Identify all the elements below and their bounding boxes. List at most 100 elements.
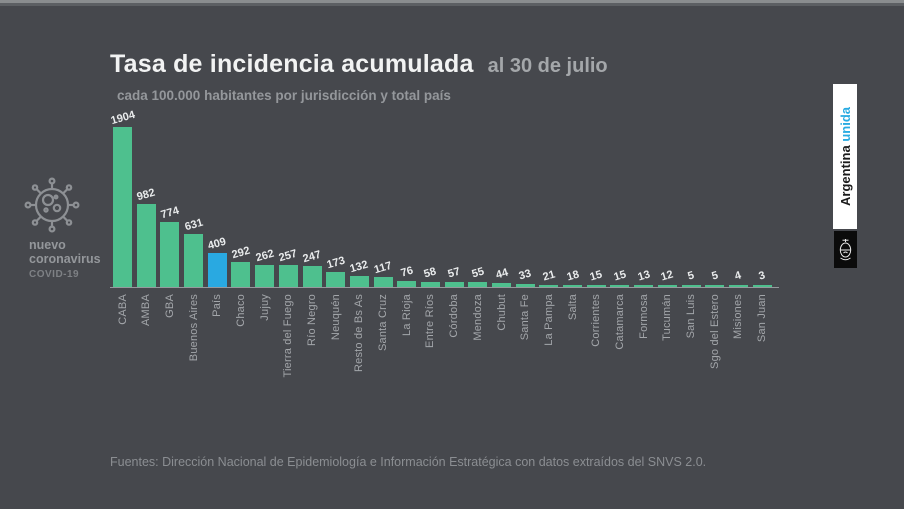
bar: 33 Santa Fe [515,268,535,340]
bar-group: 1904 CABA 982 AMBA 774 GBA 631 Buenos Aires 409 P… [109,107,772,378]
bar: 13 Formosa [634,269,654,339]
top-edge-strip-shadow [0,3,904,6]
bar-category-label: Catamarca [613,294,626,350]
bar-value-label: 117 [372,259,394,277]
argentina-unida-banner: Argentina unida [833,84,857,229]
bar: 257 Tierra del Fuego [278,248,299,377]
bar-value-label: 4 [733,269,743,283]
bar-category-label: Mendoza [471,294,484,341]
bar-value-label: 774 [159,204,181,222]
bar-category-label: La Pampa [542,294,555,346]
bar: 132 Resto de Bs As [349,259,370,372]
bar-category-label: Corrientes [590,294,603,347]
bar: 292 Chaco [230,245,251,327]
page-title: Tasa de incidencia acumulada [110,50,474,78]
bar: 21 La Pampa [539,269,559,346]
bar-category-label: Chubut [495,294,508,331]
bar-value-label: 409 [206,235,228,252]
bar: 57 Córdoba [444,266,464,338]
bar-value-label: 33 [517,267,533,283]
bar: 5 San Luis [681,269,701,338]
bar-category-label: GBA [163,294,176,318]
bar-value-label: 173 [325,255,347,272]
bar-value-label: 3 [757,269,767,283]
bar-category-label: Salta [566,294,579,321]
bar: 173 Neuquén [325,255,346,340]
bar-category-label: País [211,294,224,317]
bar: 774 GBA [159,205,180,318]
bar: 631 Buenos Aires [183,217,204,362]
page-title-date: al 30 de julio [487,55,608,77]
bar-category-label: Sgo del Estero [708,294,721,369]
coronavirus-icon [24,177,80,233]
bar: 262 Jujuy [254,248,275,321]
bar-value-label: 257 [277,248,299,265]
bar-category-label: Río Negro [306,294,318,346]
bar-category-label: Jujuy [258,294,271,321]
bar-category-label: Buenos Aires [187,294,200,362]
bar-category-label: Entre Ríos [424,294,437,348]
source-footer: Fuentes: Dirección Nacional de Epidemiol… [110,455,707,469]
bar-value-label: 292 [230,245,252,262]
bar-value-label: 15 [612,268,628,284]
bar: 247 Río Negro [302,249,323,346]
logo-covid-label: COVID-19 [29,269,80,280]
bar: 44 Chubut [492,267,511,331]
bar-value-label: 1904 [109,108,136,128]
bar: 76 La Rioja [397,264,417,336]
bar-value-label: 21 [541,268,557,284]
bar-value-label: 13 [636,268,652,284]
bar-category-label: Córdoba [448,294,461,338]
bar-value-label: 262 [254,247,276,265]
logo-text: nuevo coronavirus [29,238,101,267]
bar-category-label: Misiones [732,294,745,340]
bar: 18 Salta [563,269,583,320]
bar-value-label: 76 [399,264,415,280]
banner-text: Argentina unida [838,107,853,206]
bar-value-label: 631 [183,216,205,234]
bar-category-label: Chaco [234,294,247,327]
bar-value-label: 5 [686,269,696,283]
bar: 55 Mendoza [468,266,488,341]
bar-category-label: AMBA [140,294,153,326]
bar-value-label: 55 [470,265,486,281]
bar-value-label: 15 [588,268,604,284]
bar: 15 Corrientes [586,269,606,347]
bar-category-label: Neuquén [329,294,342,341]
bar-category-label: Formosa [637,294,650,339]
bar-category-label: San Luis [685,294,697,339]
coat-of-arms-icon [839,238,852,260]
bar-category-label: Santa Cruz [377,294,390,352]
coat-of-arms-badge [834,231,857,268]
bar-category-label: Tierra del Fuego [282,294,295,378]
bar-category-label: Resto de Bs As [353,294,366,373]
bar-category-label: CABA [116,294,129,325]
x-axis-line [110,287,779,288]
top-edge-strip [0,0,904,3]
banner-word-argentina: Argentina [837,145,853,206]
bar-value-label: 12 [659,268,675,284]
bar-highlight: 409 País [207,235,228,316]
bar-value-label: 132 [348,258,370,276]
bar-category-label: Tucumán [661,294,674,341]
bar-value-label: 5 [710,269,720,283]
bar: 982 AMBA [136,187,157,326]
bar-value-label: 247 [301,248,323,266]
bar: 15 Catamarca [610,269,630,350]
logo-line-1: nuevo [29,238,66,252]
bar-value-label: 18 [565,268,581,284]
bar-value-label: 58 [422,265,438,281]
bar-value-label: 982 [135,187,157,204]
logo-line-2: coronavirus [29,252,101,267]
bar: 3 San Juan [752,269,772,342]
bar-value-label: 57 [446,265,462,281]
page-subtitle: cada 100.000 habitantes por jurisdicción… [117,88,451,103]
bar-category-label: La Rioja [400,294,413,336]
bar-value-label: 44 [493,266,510,282]
bar-category-label: Santa Fe [519,294,532,341]
bar: 1904 CABA [109,109,136,325]
bar: 5 Sgo del Estero [705,269,725,369]
bar: 117 Santa Cruz [373,260,393,351]
title-row: Tasa de incidencia acumulada al 30 de jul… [110,50,608,79]
